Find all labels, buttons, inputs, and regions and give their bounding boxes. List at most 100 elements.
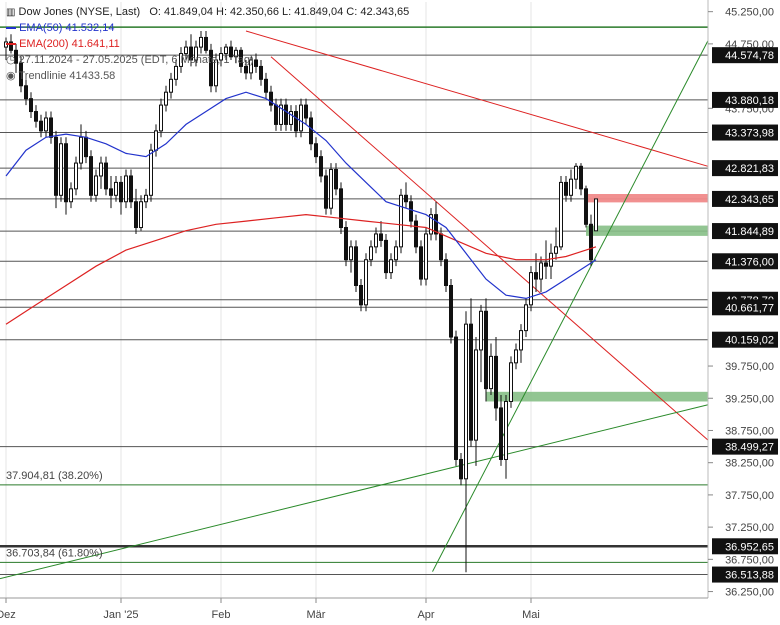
candle-body bbox=[234, 49, 238, 58]
price-tag-label: 38.499,27 bbox=[725, 442, 774, 454]
candle-body bbox=[324, 175, 328, 209]
candle-body bbox=[529, 272, 533, 306]
ema50-swatch-icon bbox=[6, 27, 16, 30]
candle-body bbox=[34, 111, 38, 122]
candle-body bbox=[149, 149, 153, 196]
downtrend-line bbox=[245, 30, 709, 167]
legend-ema50-row[interactable]: EMA(50) 41.532,14 bbox=[6, 22, 114, 35]
price-level-tags: 44.574,78 43.880,18 43.373,98 42.821,83 42.3… bbox=[712, 47, 778, 583]
candle-body bbox=[99, 162, 103, 177]
candle-body bbox=[499, 407, 503, 460]
candle-body bbox=[219, 53, 223, 61]
chart-icon: ▥ bbox=[6, 7, 16, 18]
candle-body bbox=[374, 233, 378, 248]
candle-body bbox=[334, 169, 338, 190]
candle-body bbox=[194, 46, 198, 61]
y-tick-label: 39.250,00 bbox=[725, 393, 774, 405]
price-tag-label: 44.574,78 bbox=[725, 50, 774, 62]
candle-body bbox=[49, 117, 53, 138]
candle-body bbox=[119, 181, 123, 203]
clock-icon: ◷ bbox=[6, 54, 16, 66]
legend-range-row: ◷ 27.11.2024 - 27.05.2025 (EDT, 6 Monate… bbox=[6, 54, 254, 67]
candle-body bbox=[159, 104, 163, 132]
candle-body bbox=[104, 162, 108, 190]
candle-body bbox=[14, 49, 18, 64]
price-tag-box bbox=[712, 438, 778, 455]
price-tag-box bbox=[712, 160, 778, 177]
uptrend-line bbox=[0, 404, 709, 580]
candle-body bbox=[184, 46, 188, 55]
candle-body bbox=[359, 285, 363, 306]
candle-body bbox=[259, 65, 263, 80]
candle-body bbox=[264, 78, 268, 93]
price-tag-box bbox=[712, 91, 778, 108]
legend-ema200-row[interactable]: EMA(200) 41.641,11 bbox=[6, 38, 120, 51]
price-tag-box bbox=[712, 253, 778, 270]
candle-body bbox=[584, 188, 588, 225]
candle-body bbox=[449, 285, 453, 338]
candle-body bbox=[124, 175, 128, 203]
candle-body bbox=[164, 91, 168, 106]
candle-body bbox=[514, 349, 518, 364]
candle-body bbox=[269, 91, 273, 106]
y-tick-label: 38.750,00 bbox=[725, 425, 774, 437]
trendline-icon: ◉ bbox=[6, 70, 16, 82]
candle-body bbox=[304, 104, 308, 119]
y-tick-label: 37.750,00 bbox=[725, 490, 774, 502]
ohlc-values: O: 41.849,04 H: 42.350,66 L: 41.849,04 C… bbox=[149, 6, 410, 18]
candle-body bbox=[274, 104, 278, 125]
candle-body bbox=[319, 156, 323, 177]
x-tick-label: Dez bbox=[0, 609, 16, 621]
x-tick-label: Mai bbox=[522, 609, 540, 621]
uptrend-line bbox=[432, 40, 709, 572]
candle-body bbox=[29, 98, 33, 113]
y-tick-label: 36.750,00 bbox=[725, 554, 774, 566]
candle-body bbox=[434, 214, 438, 235]
candle-body bbox=[214, 59, 218, 87]
candle-body bbox=[19, 62, 23, 87]
candle-body bbox=[294, 111, 298, 132]
candle-body bbox=[74, 162, 78, 190]
candle-body bbox=[424, 233, 428, 280]
candle-body bbox=[254, 59, 258, 67]
candle-body bbox=[494, 355, 498, 409]
candle-body bbox=[544, 262, 548, 267]
candle-body bbox=[439, 233, 443, 261]
y-tick-label: 36.250,00 bbox=[725, 587, 774, 599]
candle-body bbox=[504, 400, 508, 460]
ema50-label: EMA(50) 41.532,14 bbox=[19, 22, 115, 34]
candle-body bbox=[379, 233, 383, 241]
candle-body bbox=[139, 201, 143, 229]
x-tick-label: Mär bbox=[307, 609, 326, 621]
candle-body bbox=[279, 104, 283, 125]
candle-body bbox=[209, 49, 213, 87]
candle-body bbox=[284, 104, 288, 125]
legend-trend-row[interactable]: ◉ Trendlinie 41433.58 bbox=[6, 70, 115, 83]
candle-body bbox=[154, 130, 158, 151]
candle-body bbox=[114, 181, 118, 196]
price-tag-label: 43.880,18 bbox=[725, 95, 774, 107]
candle-body bbox=[594, 198, 598, 232]
candle-body bbox=[419, 246, 423, 280]
candle-body bbox=[179, 53, 183, 67]
date-range: 27.11.2024 - 27.05.2025 (EDT, 6 Monate, … bbox=[18, 54, 254, 66]
green-zone bbox=[586, 225, 708, 236]
candle-body bbox=[54, 136, 58, 196]
fibonacci-labels: 37.904,81 (38.20%) 36.703,84 (61.80%) bbox=[6, 470, 103, 559]
candle-body bbox=[409, 201, 413, 222]
candle-body bbox=[299, 104, 303, 132]
instrument-title: Dow Jones (NYSE, Last) bbox=[18, 6, 141, 18]
candle-body bbox=[204, 36, 208, 51]
candle-body bbox=[229, 46, 233, 58]
candle-body bbox=[404, 194, 408, 203]
candle-body bbox=[189, 46, 193, 61]
candle-body bbox=[314, 143, 318, 158]
candle-body bbox=[534, 272, 538, 280]
candle-body bbox=[459, 458, 463, 480]
candle-body bbox=[24, 85, 28, 100]
y-tick-label: 38.250,00 bbox=[725, 458, 774, 470]
green-zone bbox=[486, 391, 708, 402]
ema50-line bbox=[5, 91, 597, 300]
candle-body bbox=[59, 143, 63, 196]
candlestick-series bbox=[4, 30, 598, 573]
